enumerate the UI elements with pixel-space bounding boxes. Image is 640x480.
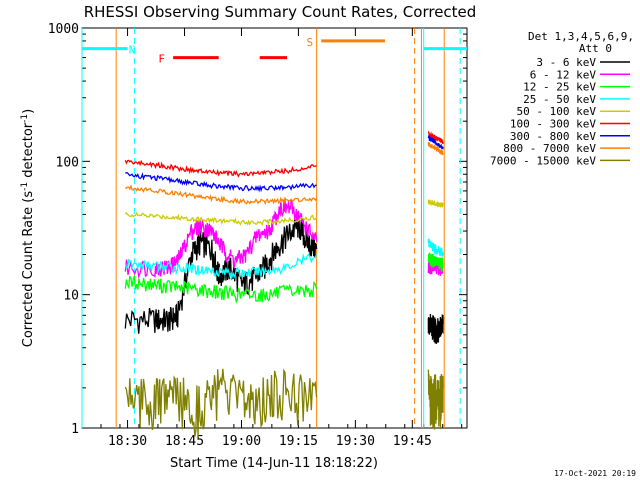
flag-label-f: F: [158, 53, 165, 66]
flag-label-s: S: [306, 36, 313, 49]
series-line-12-25-kev: [124, 274, 318, 304]
legend-header-line-2: Att 0: [579, 42, 612, 55]
x-tick-label: 18:45: [165, 434, 204, 449]
segment-line-3-6-kev: [427, 313, 444, 345]
chart-title: RHESSI Observing Summary Count Rates, Co…: [84, 3, 477, 21]
legend-label-7000-15000-kev: 7000 - 15000 keV: [490, 154, 596, 167]
series-line-6-12-kev: [124, 199, 318, 280]
series-line-100-300-kev: [124, 159, 317, 178]
legend-label-3-6-kev: 3 - 6 keV: [536, 56, 596, 69]
y-tick-label: 10: [63, 289, 79, 304]
y-axis-label-end: ): [21, 109, 36, 114]
flag-label-n: N: [129, 44, 136, 57]
x-tick-label: 18:30: [108, 434, 147, 449]
legend-label-300-800-kev: 300 - 800 keV: [510, 130, 596, 143]
x-tick-label: 19:45: [393, 434, 432, 449]
y-tick-label: 1: [71, 422, 79, 437]
legend-label-6-12-kev: 6 - 12 keV: [530, 68, 597, 81]
segment-line-7000-15000-kev: [427, 369, 444, 430]
series-lines: [124, 130, 444, 438]
y-axis: 1 10 100 1000: [48, 22, 467, 437]
segment-line-800-7000-kev: [427, 141, 444, 156]
legend-label-25-50-kev: 25 - 50 keV: [523, 93, 596, 106]
x-tick-label: 19:15: [279, 434, 318, 449]
legend-label-50-100-kev: 50 - 100 keV: [517, 105, 597, 118]
series-line-25-50-kev: [124, 253, 318, 280]
plot-area: [81, 27, 468, 429]
segment-line-12-25-kev: [427, 252, 444, 272]
plot-frame: [81, 27, 468, 429]
segment-line-25-50-kev: [427, 238, 444, 258]
series-line-800-7000-kev: [125, 184, 318, 206]
x-axis-label: Start Time (14-Jun-11 18:18:22): [170, 456, 378, 471]
legend-label-800-7000-kev: 800 - 7000 keV: [503, 142, 596, 155]
y-tick-label: 100: [56, 155, 79, 170]
legend-label-100-300-kev: 100 - 300 keV: [510, 118, 596, 131]
y-axis-label: Corrected Count Rate (s-1 detector-1): [20, 109, 36, 347]
legend-label-12-25-kev: 12 - 25 keV: [523, 81, 596, 94]
y-tick-label: 1000: [48, 22, 79, 37]
series-line-50-100-kev: [124, 211, 318, 227]
state-flag-bars: N F S: [82, 36, 467, 66]
y-axis-label-mid: detector: [21, 122, 36, 182]
x-tick-label: 19:00: [222, 434, 261, 449]
x-tick-label: 19:30: [336, 434, 375, 449]
y-axis-label-sup1: -1: [20, 182, 30, 191]
segment-line-50-100-kev: [427, 199, 444, 208]
series-line-300-800-kev: [124, 172, 317, 193]
instrument-state-lines: [81, 28, 461, 428]
y-axis-label-main: Corrected Count Rate (s: [21, 191, 36, 348]
segment-line-300-800-kev: [427, 134, 444, 151]
series-line-7000-15000-kev: [124, 368, 318, 438]
series-line-3-6-kev: [124, 214, 318, 334]
footer-timestamp: 17-Oct-2021 20:19: [554, 469, 636, 478]
legend-header-line-1: Det 1,3,4,5,6,9,: [528, 30, 634, 43]
y-axis-label-sup2: -1: [20, 114, 30, 123]
